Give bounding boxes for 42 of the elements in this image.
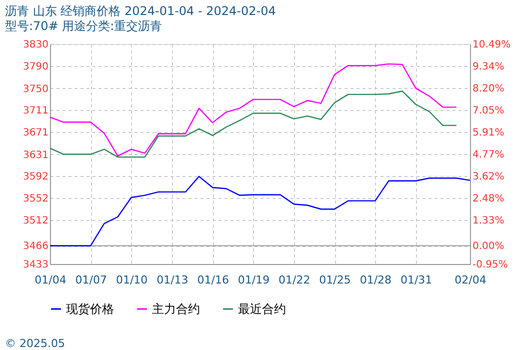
y-tick-label: 3830 [23,40,48,50]
x-tick-label: 01/16 [197,274,229,286]
legend-label: 最近合约 [238,302,286,316]
y2-tick-label: 4.77% [472,150,504,160]
x-tick-label: 02/04 [454,274,486,286]
y-tick-label: 3671 [23,128,48,139]
text: © 2025.05 [5,337,65,350]
y2-tick-label: 0.00% [472,241,504,252]
y2-tick-label: 1.33% [472,216,504,227]
y2-tick-label: 10.49% [472,40,511,50]
y2-tick-label: 8.20% [472,84,504,95]
legend-label: 主力合约 [152,302,200,316]
y-tick-label: 3552 [23,194,48,205]
y2-tick-label: 3.62% [472,172,504,183]
legend-label: 现货价格 [66,302,114,316]
y2-tick-label: 2.48% [472,194,504,205]
y-tick-label: 3512 [23,216,48,227]
y-tick-label: 3433 [23,260,48,270]
chart-subtitle: 型号:70# 用途分类:重交沥青 [5,19,162,33]
y-tick-label: 3711 [23,105,48,116]
x-tick-label: 01/28 [360,274,392,286]
x-tick-label: 01/07 [75,274,107,286]
line-series [49,90,458,158]
x-tick-label: 01/25 [319,274,351,286]
y-tick-label: 3750 [23,84,48,95]
y-tick-label: 3631 [23,150,48,161]
x-tick-label: 01/19 [238,274,270,286]
line-series [49,176,471,246]
x-tick-label: 01/04 [34,274,66,286]
y2-tick-label: 5.91% [472,128,504,139]
y2-tick-label: 7.05% [472,106,504,117]
y2-tick-label: 9.34% [472,62,504,73]
x-tick-label: 01/22 [278,274,310,286]
y-tick-label: 3592 [23,171,48,182]
y-tick-label: 3466 [23,241,48,252]
x-tick-label: 01/10 [116,274,148,286]
y2-tick-label: -0.95% [472,260,508,270]
x-tick-label: 01/13 [156,274,188,286]
y-tick-label: 3790 [23,62,48,73]
line-series [49,63,458,157]
x-tick-label: 01/31 [400,274,432,286]
chart-title: 沥青 山东 经销商价格 2024-01-04 - 2024-02-04 [5,4,276,18]
